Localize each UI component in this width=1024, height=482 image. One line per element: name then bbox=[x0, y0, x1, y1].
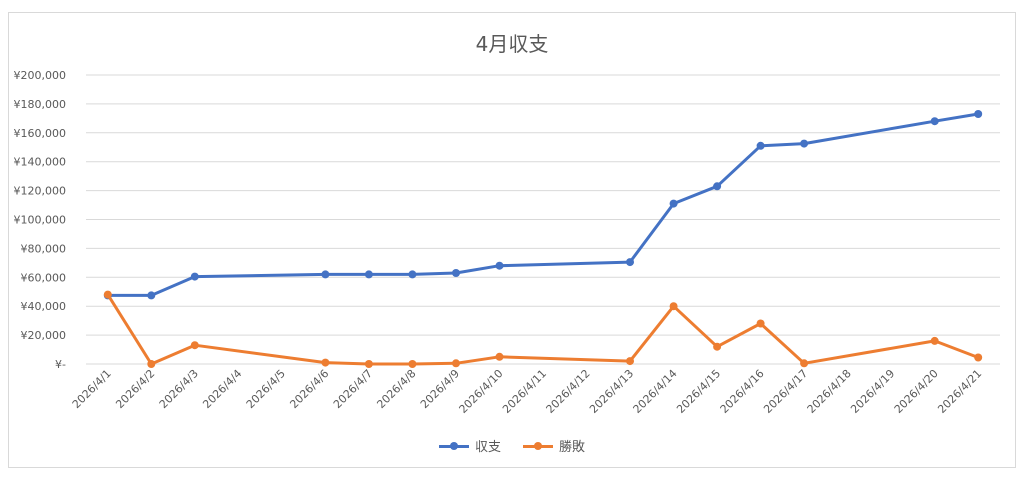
x-tick-label: 2026/4/5 bbox=[244, 367, 288, 411]
data-point-series-1 bbox=[364, 360, 373, 368]
x-tick-label: 2026/4/11 bbox=[500, 367, 549, 416]
data-point-series-1 bbox=[930, 336, 939, 345]
x-tick-label: 2026/4/6 bbox=[287, 367, 331, 411]
y-tick-label: ¥80,000 bbox=[21, 242, 67, 255]
y-tick-label: ¥180,000 bbox=[14, 98, 67, 111]
legend-swatch-series-1 bbox=[523, 441, 553, 451]
data-point-series-1 bbox=[495, 352, 504, 361]
data-point-series-1 bbox=[756, 319, 765, 328]
x-tick-label: 2026/4/2 bbox=[113, 367, 157, 411]
legend: 収支 勝敗 bbox=[0, 436, 1024, 455]
data-point-series-1 bbox=[669, 302, 678, 311]
legend-swatch-series-0 bbox=[438, 441, 469, 451]
legend-item-series-1: 勝敗 bbox=[523, 436, 585, 455]
x-tick-label: 2026/4/1 bbox=[70, 367, 114, 411]
y-tick-label: ¥160,000 bbox=[14, 127, 67, 140]
data-point-series-0 bbox=[713, 182, 722, 191]
data-point-series-1 bbox=[408, 360, 417, 368]
data-point-series-0 bbox=[364, 270, 373, 279]
y-tick-label: ¥20,000 bbox=[21, 329, 67, 342]
x-tick-label: 2026/4/18 bbox=[805, 367, 854, 416]
data-point-series-1 bbox=[800, 359, 809, 368]
data-point-series-0 bbox=[669, 199, 678, 208]
series-line-1 bbox=[106, 293, 980, 366]
y-tick-label: ¥40,000 bbox=[21, 300, 67, 313]
x-tick-label: 2026/4/21 bbox=[935, 367, 984, 416]
data-point-series-1 bbox=[103, 290, 112, 299]
y-tick-label: ¥100,000 bbox=[14, 214, 67, 227]
data-point-series-0 bbox=[495, 261, 504, 270]
data-point-series-0 bbox=[147, 291, 156, 300]
data-point-series-1 bbox=[190, 341, 199, 350]
series-line-0 bbox=[106, 112, 980, 297]
data-point-series-0 bbox=[452, 269, 460, 277]
data-point-series-1 bbox=[452, 359, 460, 368]
data-point-series-0 bbox=[626, 258, 634, 267]
data-point-series-1 bbox=[147, 360, 156, 368]
data-point-series-0 bbox=[930, 117, 939, 126]
data-point-series-0 bbox=[321, 270, 330, 279]
x-tick-label: 2026/4/8 bbox=[374, 367, 418, 411]
data-point-series-1 bbox=[713, 342, 722, 351]
data-point-series-0 bbox=[408, 270, 417, 279]
data-point-series-1 bbox=[321, 358, 330, 367]
data-point-series-0 bbox=[756, 141, 765, 150]
x-tick-label: 2026/4/14 bbox=[631, 367, 680, 416]
x-tick-label: 2026/4/7 bbox=[331, 367, 375, 411]
y-tick-label: ¥120,000 bbox=[14, 185, 67, 198]
x-tick-label: 2026/4/9 bbox=[418, 367, 462, 411]
legend-label-series-0: 収支 bbox=[474, 440, 501, 455]
x-tick-label: 2026/4/12 bbox=[544, 367, 593, 416]
x-tick-label: 2026/4/10 bbox=[457, 367, 506, 416]
x-tick-label: 2026/4/4 bbox=[200, 367, 244, 411]
y-tick-label: ¥140,000 bbox=[14, 156, 67, 169]
data-point-series-0 bbox=[800, 139, 809, 148]
x-tick-label: 2026/4/17 bbox=[761, 367, 810, 416]
x-tick-label: 2026/4/16 bbox=[718, 367, 767, 416]
data-point-series-1 bbox=[974, 353, 983, 362]
x-tick-label: 2026/4/20 bbox=[892, 367, 941, 416]
legend-label-series-1: 勝敗 bbox=[559, 440, 586, 455]
x-tick-label: 2026/4/3 bbox=[157, 367, 201, 411]
y-tick-label: ¥60,000 bbox=[21, 271, 67, 284]
data-point-series-0 bbox=[190, 272, 199, 281]
x-tick-label: 2026/4/13 bbox=[587, 367, 636, 416]
chart-frame bbox=[8, 12, 1016, 468]
y-tick-label: ¥200,000 bbox=[14, 69, 67, 82]
y-tick-label: ¥- bbox=[55, 358, 66, 371]
data-point-series-1 bbox=[626, 357, 634, 366]
data-point-series-0 bbox=[974, 110, 983, 118]
chart-title: 4月収支 bbox=[475, 32, 549, 56]
x-tick-label: 2026/4/19 bbox=[848, 367, 897, 416]
legend-item-series-0: 収支 bbox=[438, 436, 501, 455]
x-tick-label: 2026/4/15 bbox=[674, 367, 723, 416]
